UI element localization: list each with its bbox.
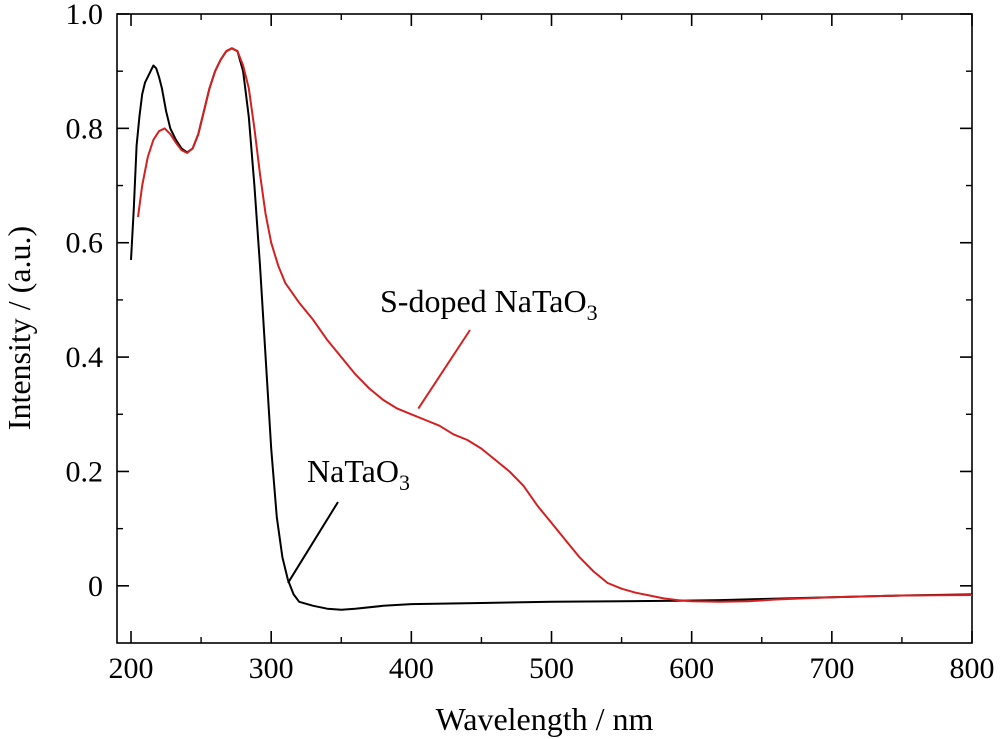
x-axis-title: Wavelength / nm: [436, 701, 654, 737]
annotation-subscript: 3: [399, 470, 410, 495]
annotation-leader-line: [287, 501, 339, 584]
annotation-text: NaTaO: [307, 453, 399, 489]
annotation-leader-line: [417, 329, 471, 410]
annotation-label: NaTaO3: [307, 453, 410, 495]
x-tick-label: 400: [389, 652, 434, 685]
annotation-text: S-doped NaTaO: [380, 283, 587, 319]
plot-area-frame: [116, 13, 973, 644]
y-tick-label: 0.8: [66, 112, 104, 145]
x-tick-label: 200: [109, 652, 154, 685]
annotation-label: S-doped NaTaO3: [380, 283, 598, 325]
x-tick-label: 500: [529, 652, 574, 685]
x-tick-label: 600: [669, 652, 714, 685]
y-tick-label: 0.2: [66, 455, 104, 488]
x-tick-label: 800: [950, 652, 995, 685]
x-tick-label: 700: [809, 652, 854, 685]
y-tick-label: 0.4: [66, 341, 104, 374]
y-axis-title: Intensity / (a.u.): [1, 226, 37, 430]
series-line-natao3: [130, 47, 973, 611]
y-tick-label: 0.6: [66, 227, 104, 260]
y-tick-label: 0: [88, 570, 103, 603]
annotation-subscript: 3: [587, 300, 598, 325]
y-tick-label: 1.0: [66, 0, 104, 31]
series-line-s-doped-natao3: [137, 47, 973, 603]
x-tick-label: 300: [249, 652, 294, 685]
series-group: [130, 47, 973, 611]
ticks-group: 200 300 400 500 600 700 800 0 0.2 0.4 0.6 0.8 1.0: [66, 0, 995, 685]
